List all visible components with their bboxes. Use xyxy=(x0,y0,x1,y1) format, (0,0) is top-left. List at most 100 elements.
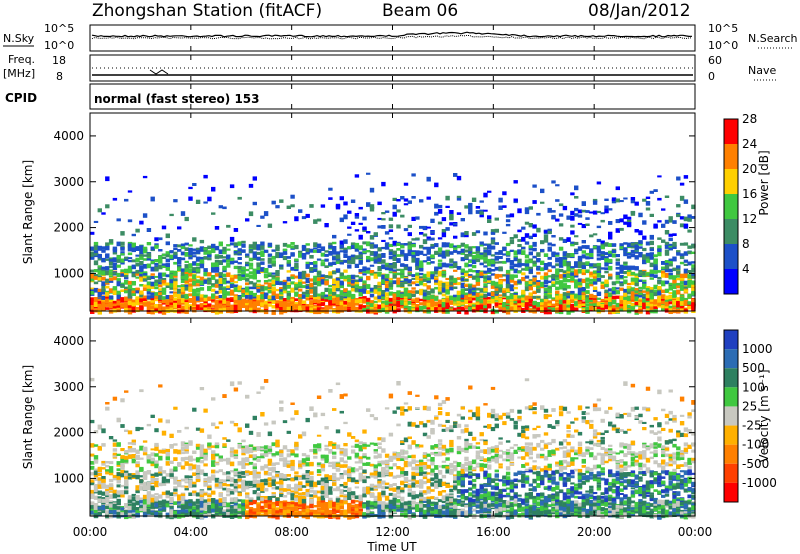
heatmap-cell xyxy=(127,510,133,513)
heatmap-cell xyxy=(142,440,148,443)
heatmap-cell xyxy=(642,259,647,264)
heatmap-cell xyxy=(90,274,95,279)
heatmap-cell xyxy=(430,301,435,305)
heatmap-cell xyxy=(373,252,378,257)
heatmap-cell xyxy=(335,268,341,273)
heatmap-cell xyxy=(184,294,189,298)
heatmap-cell xyxy=(528,292,533,297)
heatmap-cell xyxy=(339,295,344,301)
heatmap-cell xyxy=(135,273,140,276)
heatmap-cell xyxy=(127,446,133,449)
heatmap-cell xyxy=(649,277,654,280)
heatmap-cell xyxy=(574,207,579,212)
heatmap-cell xyxy=(112,494,118,499)
heatmap-cell xyxy=(369,273,375,276)
heatmap-cell xyxy=(97,445,102,451)
heatmap-cell xyxy=(483,300,488,306)
heatmap-cell xyxy=(199,281,205,285)
heatmap-cell xyxy=(124,258,129,261)
heatmap-cell xyxy=(517,239,522,242)
heatmap-cell xyxy=(592,263,598,268)
heatmap-cell xyxy=(116,301,121,306)
colorbar-tick-label: 16 xyxy=(742,187,757,201)
heatmap-cell xyxy=(453,235,458,239)
heatmap-cell xyxy=(479,209,484,212)
heatmap-cell xyxy=(524,207,530,211)
heatmap-cell xyxy=(657,302,662,306)
heatmap-cell xyxy=(384,280,390,283)
heatmap-cell xyxy=(124,390,129,393)
heatmap-cell xyxy=(608,265,613,271)
heatmap-cell xyxy=(456,290,462,296)
heatmap-cell xyxy=(536,280,541,284)
heatmap-cell xyxy=(377,217,382,220)
heatmap-cell xyxy=(180,305,186,310)
heatmap-cell xyxy=(298,295,303,298)
heatmap-cell xyxy=(192,261,197,266)
heatmap-cell xyxy=(339,240,344,245)
heatmap-cell xyxy=(90,377,95,382)
heatmap-cell xyxy=(453,249,458,253)
heatmap-cell xyxy=(400,249,405,253)
heatmap-cell xyxy=(366,300,371,304)
heatmap-cell xyxy=(483,252,488,258)
heatmap-cell xyxy=(116,241,121,247)
heatmap-cell xyxy=(101,467,106,470)
heatmap-cell xyxy=(237,285,242,289)
heatmap-cell xyxy=(139,445,144,451)
heatmap-cell xyxy=(150,452,155,457)
heatmap-cell xyxy=(124,479,129,484)
heatmap-cell xyxy=(93,269,99,272)
heatmap-cell xyxy=(411,303,416,306)
heatmap-cell xyxy=(608,250,613,254)
heatmap-cell xyxy=(105,484,110,489)
heatmap-cell xyxy=(316,309,322,315)
heatmap-cell xyxy=(419,278,424,282)
heatmap-cell xyxy=(581,278,586,284)
heatmap-cell xyxy=(502,302,507,306)
heatmap-cell xyxy=(679,182,685,186)
heatmap-cell xyxy=(517,208,522,214)
heatmap-cell xyxy=(524,275,530,279)
heatmap-cell xyxy=(657,237,662,240)
heatmap-cell xyxy=(184,247,189,251)
heatmap-cell xyxy=(245,286,250,289)
heatmap-cell xyxy=(158,304,163,308)
heatmap-cell xyxy=(343,214,348,220)
heatmap-cell xyxy=(188,255,193,260)
heatmap-cell xyxy=(630,295,636,300)
heatmap-cell xyxy=(260,241,265,246)
heatmap-cell xyxy=(521,268,526,271)
power-heatmap xyxy=(90,172,696,315)
heatmap-cell xyxy=(434,268,439,271)
heatmap-cell xyxy=(339,280,344,286)
heatmap-cell xyxy=(411,252,416,255)
heatmap-cell xyxy=(630,306,636,311)
heatmap-cell xyxy=(407,290,412,295)
freq-right-tick-bottom: 0 xyxy=(708,70,715,83)
heatmap-cell xyxy=(180,308,186,313)
noise-left-tick-top: 10^5 xyxy=(44,22,74,35)
heatmap-cell xyxy=(396,254,401,257)
heatmap-cell xyxy=(256,283,261,287)
heatmap-cell xyxy=(437,254,443,257)
heatmap-cell xyxy=(687,293,692,297)
heatmap-cell xyxy=(146,504,152,507)
heatmap-cell xyxy=(93,455,99,460)
heatmap-cell xyxy=(105,469,110,472)
heatmap-cell xyxy=(615,275,620,280)
heatmap-cell xyxy=(256,288,261,293)
heatmap-cell xyxy=(668,268,673,273)
heatmap-cell xyxy=(222,250,227,255)
heatmap-cell xyxy=(407,279,412,282)
heatmap-cell xyxy=(585,269,590,274)
heatmap-cell xyxy=(664,244,670,249)
heatmap-cell xyxy=(691,216,696,219)
heatmap-cell xyxy=(487,296,492,300)
heatmap-cell xyxy=(184,264,189,269)
heatmap-cell xyxy=(316,218,322,222)
heatmap-cell xyxy=(120,424,125,428)
heatmap-cell xyxy=(301,255,307,260)
heatmap-cell xyxy=(146,494,152,498)
date-label: 08/Jan/2012 xyxy=(588,1,691,21)
